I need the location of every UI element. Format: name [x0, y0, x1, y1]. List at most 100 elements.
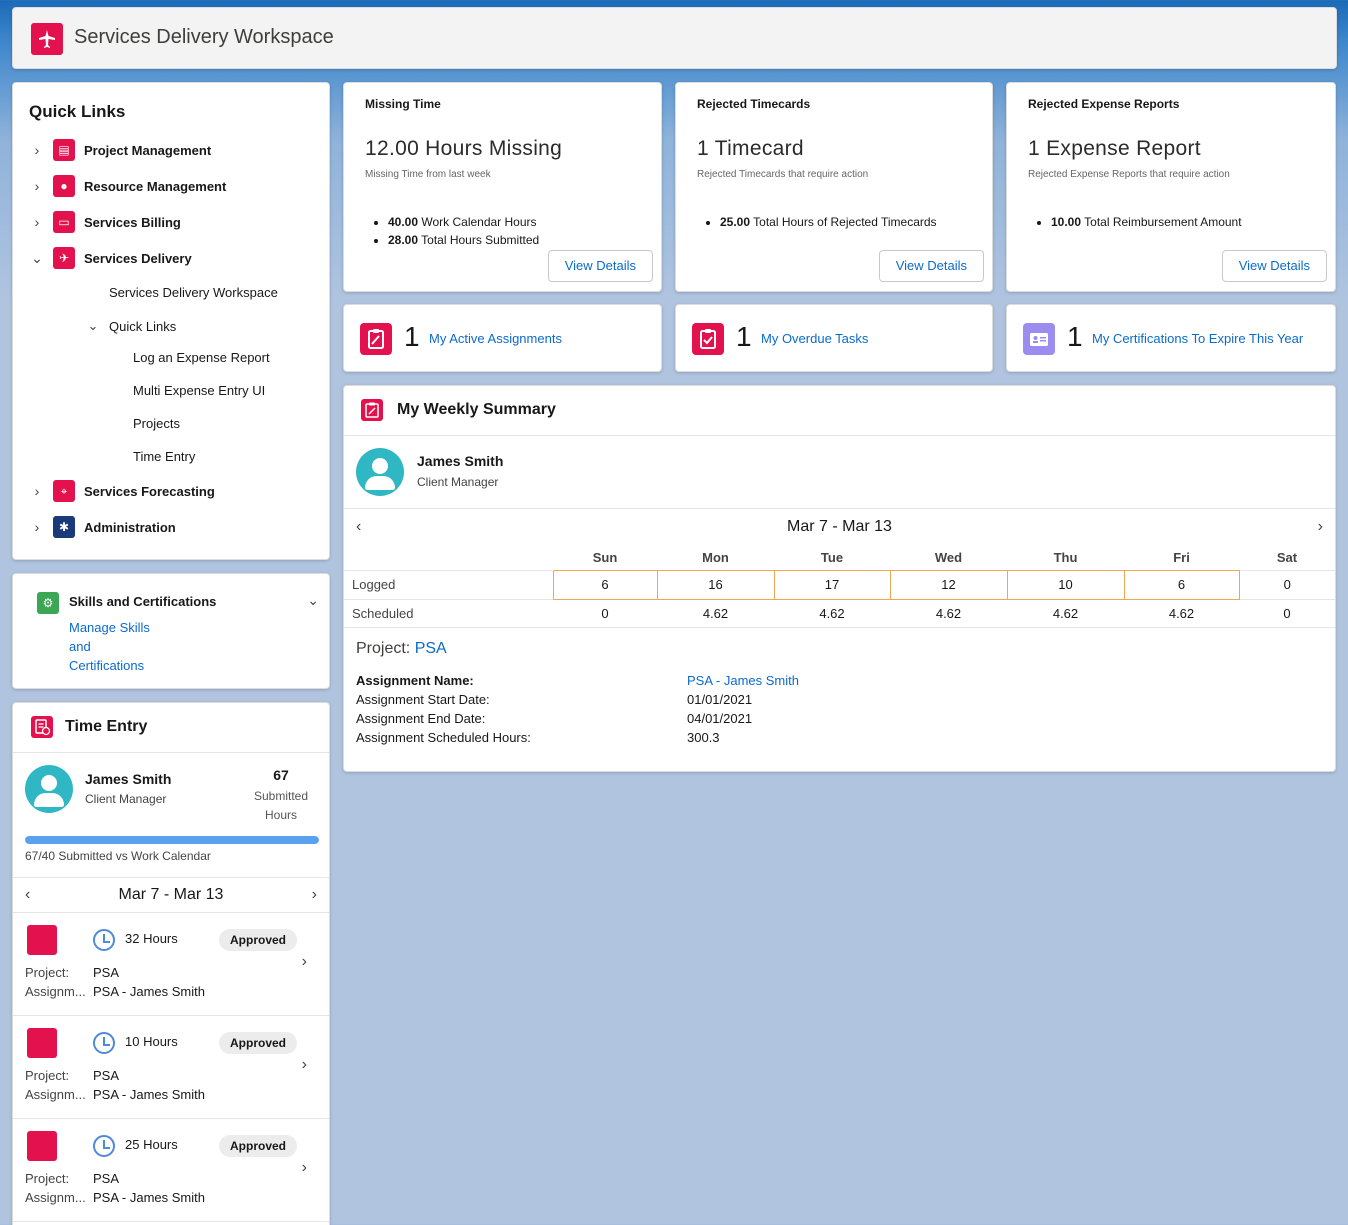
chevron-down-icon[interactable]: ⌄: [307, 592, 319, 608]
bullet-text: Total Reimbursement Amount: [1081, 215, 1242, 229]
overdue-tasks-card[interactable]: 1 My Overdue Tasks: [675, 304, 993, 372]
counter-link[interactable]: My Active Assignments: [429, 331, 562, 346]
card-bullets: 25.00 Total Hours of Rejected Timecards: [720, 213, 937, 231]
quick-link-services-delivery[interactable]: ⌄ ✈ Services Delivery: [13, 245, 313, 271]
bullet-value: 10.00: [1051, 215, 1082, 229]
quick-links-subgroup-label[interactable]: Quick Links: [109, 318, 177, 334]
clock-icon: [93, 1032, 115, 1054]
chevron-down-icon[interactable]: ⌄: [31, 249, 43, 266]
quick-link-project-management[interactable]: › ▤ Project Management: [13, 137, 313, 163]
submitted-progress-bar: [25, 836, 319, 844]
task-icon: [692, 323, 724, 355]
skills-title: Skills and Certifications: [69, 594, 217, 609]
quick-link-label[interactable]: Services Forecasting: [84, 483, 215, 499]
table-header-cell: Wed: [934, 550, 963, 566]
weekly-summary-panel: My Weekly Summary James Smith Client Man…: [343, 385, 1336, 772]
services-delivery-icon: ✈: [53, 247, 75, 269]
quick-link-time-entry[interactable]: Time Entry: [133, 449, 196, 464]
rejected-timecards-card: Rejected Timecards 1 Timecard Rejected T…: [675, 82, 993, 292]
card-title: Rejected Expense Reports: [1028, 97, 1180, 111]
quick-link-services-billing[interactable]: › ▭ Services Billing: [13, 209, 313, 235]
quick-link-label[interactable]: Project Management: [84, 142, 212, 158]
counter-link[interactable]: My Overdue Tasks: [761, 331, 869, 346]
chevron-right-icon[interactable]: ›: [301, 1056, 307, 1073]
time-entry-header: Time Entry: [13, 703, 329, 753]
scheduled-hours-key: Assignment Scheduled Hours:: [356, 730, 531, 745]
entry-hours: 32 Hours: [125, 931, 178, 946]
time-entry-title: Time Entry: [65, 718, 148, 735]
quick-link-log-expense-report[interactable]: Log an Expense Report: [133, 350, 270, 365]
project-value: PSA: [93, 1068, 120, 1083]
card-title: Missing Time: [365, 97, 441, 111]
view-details-button[interactable]: View Details: [878, 250, 984, 282]
active-assignments-card[interactable]: 1 My Active Assignments: [343, 304, 662, 372]
view-details-button[interactable]: View Details: [1221, 250, 1327, 282]
quick-link-label[interactable]: Resource Management: [84, 178, 227, 194]
project-key: Project:: [25, 965, 70, 980]
assignment-key: Assignm...: [25, 984, 86, 999]
quick-link-services-delivery-workspace[interactable]: Services Delivery Workspace: [109, 285, 278, 300]
chevron-left-icon[interactable]: ‹: [25, 886, 31, 903]
chevron-right-icon[interactable]: ›: [311, 886, 317, 903]
timecard-icon: [27, 1028, 57, 1058]
chevron-right-icon[interactable]: ›: [301, 1159, 307, 1176]
assignment-name-link[interactable]: PSA - James Smith: [687, 673, 799, 688]
timecard-icon: [27, 925, 57, 955]
time-entry-item[interactable]: 25 Hours Approved Project: PSA Assignm..…: [13, 1119, 329, 1222]
quick-link-multi-expense-entry[interactable]: Multi Expense Entry UI: [133, 383, 266, 398]
chevron-right-icon[interactable]: ›: [34, 214, 40, 230]
submitted-progress-fill: [25, 836, 319, 844]
quick-link-label[interactable]: Services Billing: [84, 214, 181, 230]
quick-links-subgroup[interactable]: ⌄ Quick Links: [87, 318, 177, 334]
chevron-right-icon[interactable]: ›: [34, 178, 40, 194]
chevron-right-icon[interactable]: ›: [34, 483, 40, 499]
table-header-cell: [344, 546, 553, 570]
bullet-value: 40.00: [388, 215, 419, 229]
rejected-expense-reports-card: Rejected Expense Reports 1 Expense Repor…: [1006, 82, 1336, 292]
quick-link-label[interactable]: Services Delivery: [84, 250, 192, 266]
user-role: Client Manager: [417, 475, 499, 489]
certifications-expire-card[interactable]: 1 My Certifications To Expire This Year: [1006, 304, 1336, 372]
bullet-item: 40.00 Work Calendar Hours: [388, 213, 539, 231]
chevron-right-icon[interactable]: ›: [301, 953, 307, 970]
table-cell: 0: [553, 598, 657, 628]
start-date-key: Assignment Start Date:: [356, 692, 490, 707]
quick-link-administration[interactable]: › ✱ Administration: [13, 514, 313, 540]
project-link[interactable]: PSA: [414, 640, 447, 657]
time-entry-icon: [31, 716, 53, 738]
card-bullets: 40.00 Work Calendar Hours 28.00 Total Ho…: [388, 213, 539, 249]
chevron-down-icon[interactable]: ⌄: [87, 318, 99, 333]
manage-skills-link[interactable]: Manage Skills and Certifications: [69, 620, 150, 673]
app-header: Services Delivery Workspace: [12, 7, 1337, 69]
view-details-button[interactable]: View Details: [547, 250, 653, 282]
quick-link-resource-management[interactable]: › ● Resource Management: [13, 173, 313, 199]
counter-value: 1: [1067, 321, 1083, 352]
counter-link[interactable]: My Certifications To Expire This Year: [1092, 331, 1304, 346]
chevron-right-icon[interactable]: ›: [1317, 518, 1323, 535]
bullet-value: 28.00: [388, 233, 419, 247]
bullet-item: 25.00 Total Hours of Rejected Timecards: [720, 213, 937, 231]
card-subtitle: Rejected Expense Reports that require ac…: [1028, 169, 1230, 180]
card-bullets: 10.00 Total Reimbursement Amount: [1051, 213, 1242, 231]
clock-icon: [93, 929, 115, 951]
table-cell: 4.62: [1124, 598, 1239, 628]
table-cell: 0: [1239, 598, 1335, 628]
divider: [344, 627, 1335, 628]
card-headline: 1 Expense Report: [1028, 137, 1201, 160]
assignment-icon: [360, 323, 392, 355]
end-date-value: 04/01/2021: [687, 711, 753, 726]
status-badge: Approved: [219, 1032, 298, 1054]
chevron-right-icon[interactable]: ›: [34, 519, 40, 535]
week-label: Mar 7 - Mar 13: [787, 518, 892, 535]
time-entry-item[interactable]: 10 Hours Approved Project: PSA Assignm..…: [13, 1016, 329, 1119]
quick-link-services-forecasting[interactable]: › ⌖ Services Forecasting: [13, 478, 313, 504]
chevron-right-icon[interactable]: ›: [34, 142, 40, 158]
quick-link-projects[interactable]: Projects: [133, 416, 180, 431]
project-value: PSA: [93, 965, 120, 980]
quick-link-label[interactable]: Administration: [84, 519, 176, 535]
chevron-left-icon[interactable]: ‹: [356, 518, 362, 535]
services-delivery-logo-icon: [31, 23, 63, 55]
time-entry-item[interactable]: 32 Hours Approved Project: PSA Assignm..…: [13, 913, 329, 1016]
bullet-item: 28.00 Total Hours Submitted: [388, 231, 539, 249]
status-badge: Approved: [219, 929, 298, 951]
